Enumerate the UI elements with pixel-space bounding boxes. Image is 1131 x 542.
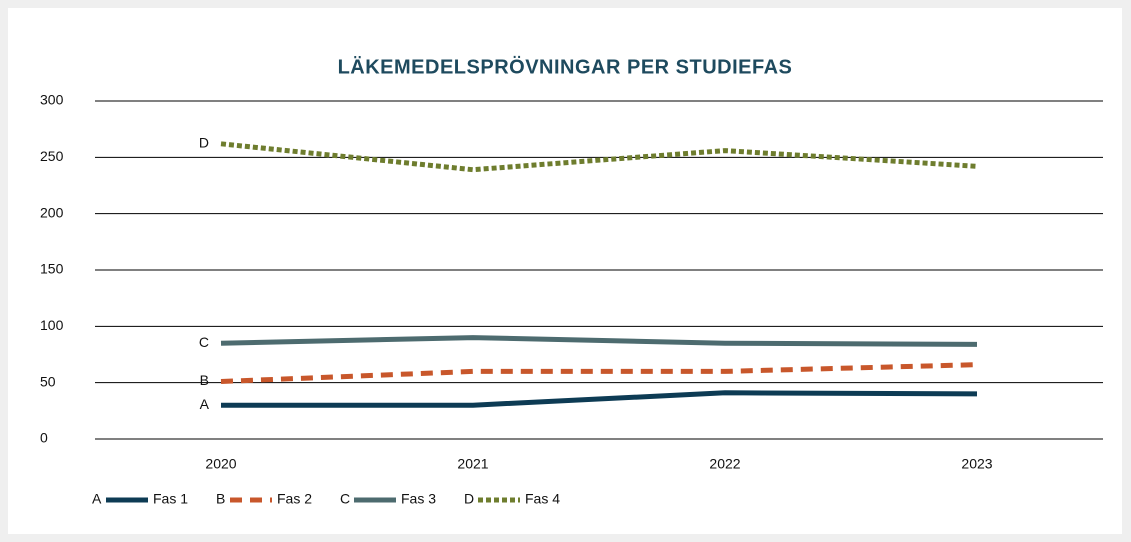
y-tick-label: 300 <box>40 92 64 108</box>
chart-title: LÄKEMEDELSPRÖVNINGAR PER STUDIEFAS <box>338 55 793 78</box>
y-tick-label: 150 <box>40 261 64 277</box>
y-tick-label: 0 <box>40 430 48 446</box>
series-label: B <box>200 372 209 388</box>
legend-name: Fas 2 <box>277 491 312 507</box>
panel <box>8 8 1122 534</box>
legend-label: B <box>216 491 225 507</box>
series-line <box>220 141 978 173</box>
x-tick-label: 2023 <box>961 456 992 472</box>
y-tick-label: 250 <box>40 148 64 164</box>
legend-label: D <box>464 491 474 507</box>
series-line <box>220 362 978 385</box>
legend-name: Fas 3 <box>401 491 436 507</box>
series-line <box>220 335 978 347</box>
y-tick-label: 100 <box>40 317 64 333</box>
series-line <box>221 390 978 408</box>
series-label: D <box>199 135 209 151</box>
series-label: C <box>199 334 209 350</box>
y-tick-label: 200 <box>40 204 64 220</box>
y-tick-label: 50 <box>40 373 56 389</box>
legend-name: Fas 1 <box>153 491 188 507</box>
x-tick-label: 2020 <box>205 456 236 472</box>
legend-label: A <box>92 491 102 507</box>
x-tick-label: 2021 <box>457 456 488 472</box>
legend-name: Fas 4 <box>525 491 560 507</box>
series-label: A <box>200 396 210 412</box>
legend-label: C <box>340 491 350 507</box>
x-tick-label: 2022 <box>709 456 740 472</box>
